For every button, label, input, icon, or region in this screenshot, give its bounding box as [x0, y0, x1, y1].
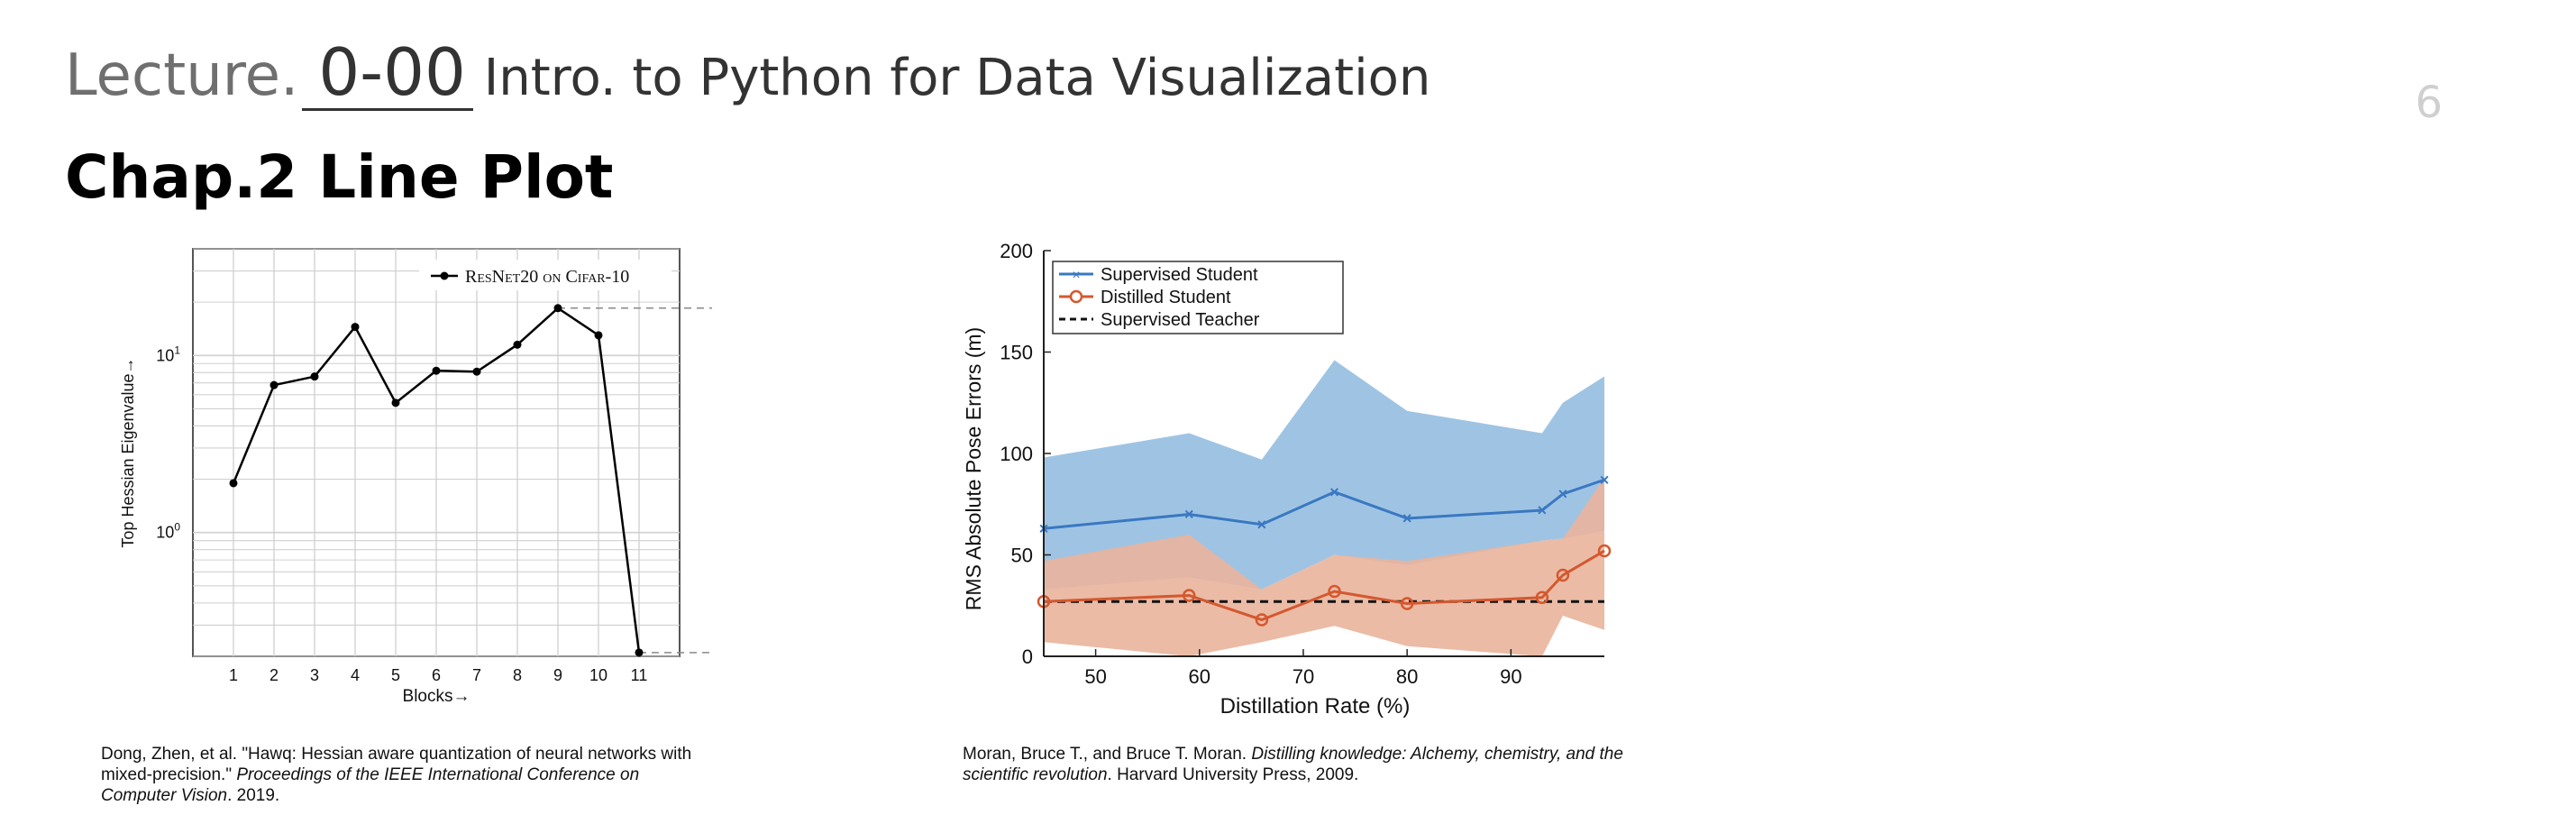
x-tick-label: 11 [631, 666, 648, 684]
series-line-supervised-student [1043, 478, 1605, 530]
citation-left-text: Dong, Zhen, et al. "Hawq: Hessian aware … [101, 745, 692, 784]
hessian-eigenvalue-chart: 1 2 3 4 5 6 7 8 9 10 11 100 101 Blocks→ Top Hessian… [119, 248, 712, 706]
band-supervised-student [1044, 360, 1604, 590]
legend-label-supervised-student: Supervised Student [1101, 265, 1258, 285]
legend-marker-cross: × [1072, 268, 1080, 283]
x-tick-label: 4 [351, 666, 360, 684]
x-axis-label: Blocks→ [403, 687, 470, 706]
x-axis-label: Distillation Rate (%) [1220, 694, 1411, 719]
lecture-number: 0-00 [302, 36, 473, 111]
data-point-supervised-student: × [1538, 501, 1548, 519]
data-point-supervised-student: × [1257, 516, 1267, 534]
data-point [391, 398, 400, 407]
x-tick-label: 3 [310, 666, 319, 684]
legend-marker-circle [1069, 289, 1083, 304]
data-point [269, 380, 279, 389]
citation-left-venue: Proceedings of the IEEE International Co… [101, 765, 640, 805]
x-tick-label: 5 [391, 666, 400, 684]
x-tick-label: 8 [513, 666, 522, 684]
y-tick-label: 100 [1000, 443, 1033, 465]
data-point [513, 340, 522, 349]
y-axis-label: RMS Absolute Pose Errors (m) [962, 327, 985, 610]
data-point-supervised-student: × [1329, 483, 1339, 501]
citation-left: Dong, Zhen, et al. "Hawq: Hessian aware … [101, 744, 714, 806]
legend-marker [440, 271, 449, 280]
data-point [472, 367, 481, 376]
data-point [635, 648, 644, 657]
x-tick-label: 10 [589, 666, 607, 684]
page-number: 6 [2415, 78, 2443, 128]
y-tick-labels: 100 101 [156, 343, 180, 541]
data-point-supervised-student: × [1184, 506, 1194, 524]
lecture-header: Lecture. 0-00 Intro. to Python for Data Vi… [65, 36, 1430, 135]
legend-label: ResNet20 on Cifar-10 [465, 267, 629, 287]
x-tick-label: 60 [1189, 665, 1210, 688]
reference-lines [558, 307, 712, 654]
data-point [432, 366, 441, 375]
y-tick-labels: 0 50 100 150 200 [1000, 240, 1051, 668]
x-tick-label: 80 [1396, 665, 1418, 688]
data-point-distilled-student [1535, 591, 1549, 604]
data-point [229, 479, 238, 488]
data-point-supervised-student: × [1402, 509, 1412, 527]
data-point [310, 372, 319, 381]
y-tick-label: 0 [1022, 645, 1033, 668]
x-tick-label: 70 [1293, 665, 1314, 688]
legend: × Supervised Student Distilled Student S… [1052, 261, 1344, 334]
data-point-supervised-student: × [1600, 471, 1610, 489]
x-tick-label: 6 [432, 666, 441, 684]
x-tick-labels: 50 60 70 80 90 [1084, 649, 1522, 688]
citation-right-publisher: . Harvard University Press, 2009. [1107, 765, 1359, 784]
citation-right: Moran, Bruce T., and Bruce T. Moran. Dis… [963, 744, 1630, 785]
x-tick-label: 7 [472, 666, 481, 684]
error-bands [1044, 360, 1604, 656]
y-tick-label: 100 [156, 521, 180, 542]
data-point-distilled-student [1556, 568, 1570, 582]
data-point-distilled-student [1255, 613, 1269, 627]
course-title: Intro. to Python for Data Visualization [483, 49, 1431, 107]
data-point [553, 304, 562, 313]
data-point [594, 331, 603, 340]
data-point-supervised-student: × [1558, 485, 1568, 503]
legend: ResNet20 on Cifar-10 [419, 260, 671, 290]
legend-label-supervised-teacher: Supervised Teacher [1101, 310, 1260, 330]
x-tick-label: 50 [1084, 665, 1106, 688]
x-tick-labels: 1 2 3 4 5 6 7 8 9 10 11 [229, 666, 647, 684]
y-axis-label: Top Hessian Eigenvalue→ [119, 357, 137, 547]
data-point [351, 323, 360, 332]
x-tick-label: 90 [1500, 665, 1521, 688]
lecture-label: Lecture. [65, 42, 299, 109]
citation-left-year: . 2019. [227, 786, 280, 805]
data-point-distilled-student [1183, 589, 1196, 602]
rms-pose-error-chart: × × × × × × × × 50 60 70 80 90 0 50 100 150 200 Distill… [962, 240, 1612, 719]
series-line [229, 304, 644, 657]
grid-lines [193, 248, 680, 657]
y-tick-label: 150 [1000, 342, 1033, 364]
data-point-distilled-student [1328, 584, 1341, 599]
y-tick-label: 50 [1011, 545, 1033, 567]
chapter-title: Chap.2 Line Plot [65, 142, 614, 212]
data-point-distilled-student [1597, 544, 1612, 558]
citation-right-text: Moran, Bruce T., and Bruce T. Moran. [963, 745, 1252, 764]
y-tick-label: 200 [1000, 240, 1033, 262]
citation-right-title: Distilling knowledge: Alchemy, chemistry… [963, 745, 1623, 784]
legend-label-distilled-student: Distilled Student [1101, 288, 1231, 307]
x-tick-label: 1 [229, 666, 238, 684]
x-tick-label: 9 [553, 666, 562, 684]
band-distilled-student [1044, 478, 1604, 656]
x-tick-label: 2 [269, 666, 279, 684]
y-tick-label: 101 [156, 343, 180, 364]
data-point-distilled-student [1400, 597, 1414, 610]
